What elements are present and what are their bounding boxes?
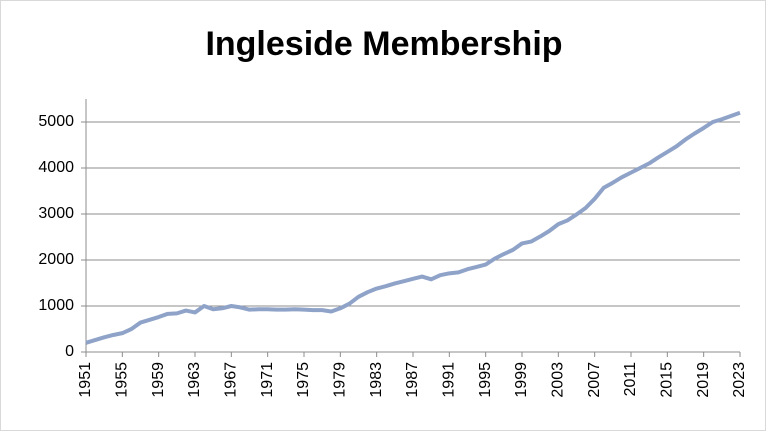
x-tick-label: 1967 — [223, 362, 240, 398]
y-tick-label: 3000 — [38, 205, 74, 222]
x-tick-label: 2003 — [550, 362, 567, 398]
x-tick-label: 1995 — [477, 362, 494, 398]
x-tick-label: 1999 — [513, 362, 530, 398]
data-line — [85, 110, 741, 345]
x-tick-label: 1971 — [259, 362, 276, 398]
x-tick-label: 2019 — [695, 362, 712, 398]
x-tick-label: 1991 — [441, 362, 458, 398]
x-tick-label: 1959 — [150, 362, 167, 398]
x-tick-label: 1987 — [404, 362, 421, 398]
x-tick-label: 1951 — [77, 362, 94, 398]
x-tick-label: 2023 — [731, 362, 748, 398]
x-tick-label: 1983 — [368, 362, 385, 398]
x-tick-label: 2011 — [622, 362, 639, 397]
y-tick-label: 2000 — [38, 251, 74, 268]
y-tick-label: 4000 — [38, 159, 74, 176]
x-tick-label: 2007 — [586, 362, 603, 398]
chart-title: Ingleside Membership — [205, 25, 562, 63]
y-tick-label: 5000 — [38, 113, 74, 130]
x-tick-label: 1955 — [114, 362, 131, 398]
x-tick-label: 2015 — [659, 362, 676, 398]
x-tick-label: 1975 — [295, 362, 312, 398]
x-tick-label: 1963 — [186, 362, 203, 398]
y-tick-label: 1000 — [38, 297, 74, 314]
y-tick-label: 0 — [65, 343, 74, 360]
x-tick-label: 1979 — [332, 362, 349, 398]
